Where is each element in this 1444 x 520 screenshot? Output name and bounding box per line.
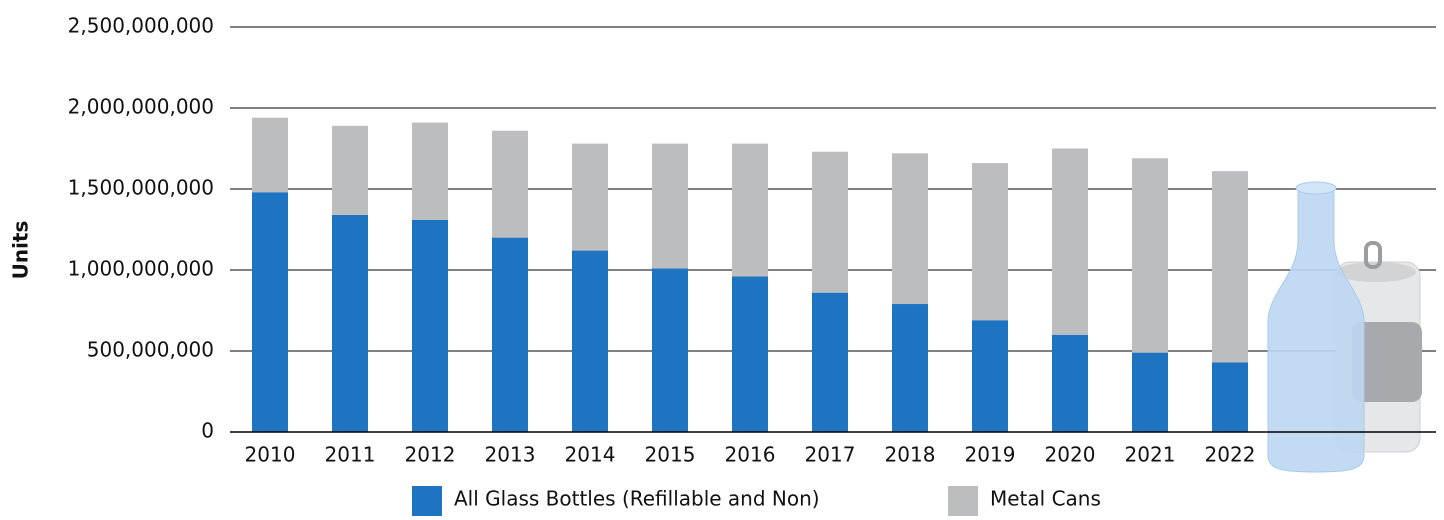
bar-segment xyxy=(332,214,368,432)
bar-segment xyxy=(1212,362,1248,432)
x-tick-label: 2013 xyxy=(485,443,536,467)
bottle-lip xyxy=(1295,181,1337,195)
x-tick-label: 2011 xyxy=(325,443,376,467)
bar-segment xyxy=(412,122,448,220)
y-tick-label: 1,500,000,000 xyxy=(68,176,214,200)
bar-segment xyxy=(892,304,928,432)
bar-segment xyxy=(1212,171,1248,363)
can-tab xyxy=(1364,241,1382,269)
bottle-illustration xyxy=(1267,187,1365,473)
y-tick-label: 500,000,000 xyxy=(87,338,214,362)
bar-segment xyxy=(732,143,768,277)
legend-swatch xyxy=(412,486,442,516)
x-tick-label: 2019 xyxy=(965,443,1016,467)
x-tick-label: 2020 xyxy=(1045,443,1096,467)
y-tick-label: 0 xyxy=(201,419,214,443)
bar-segment xyxy=(652,268,688,432)
x-tick-label: 2015 xyxy=(645,443,696,467)
legend-label: All Glass Bottles (Refillable and Non) xyxy=(454,487,820,511)
bar-segment xyxy=(812,151,848,293)
x-tick-label: 2012 xyxy=(405,443,456,467)
x-tick-label: 2017 xyxy=(805,443,856,467)
legend-label: Metal Cans xyxy=(990,487,1101,511)
bar-segment xyxy=(252,117,288,193)
bar-segment xyxy=(572,250,608,432)
bar-segment xyxy=(1132,352,1168,432)
y-axis-label: Units xyxy=(9,221,33,280)
x-tick-label: 2016 xyxy=(725,443,776,467)
bar-segment xyxy=(412,219,448,432)
bar-segment xyxy=(332,125,368,215)
bar-segment xyxy=(492,130,528,238)
legend-swatch xyxy=(948,486,978,516)
can-label xyxy=(1352,322,1422,402)
x-tick-label: 2018 xyxy=(885,443,936,467)
bar-segment xyxy=(572,143,608,251)
y-tick-label: 2,000,000,000 xyxy=(68,95,214,119)
illustration xyxy=(1267,181,1422,473)
bar-segment xyxy=(972,320,1008,432)
x-tick-label: 2022 xyxy=(1205,443,1256,467)
bar-segment xyxy=(732,276,768,432)
bars xyxy=(230,26,1436,432)
bar-segment xyxy=(1052,334,1088,432)
x-tick-label: 2010 xyxy=(245,443,296,467)
bar-segment xyxy=(1052,148,1088,335)
bar-segment xyxy=(252,192,288,432)
x-tick-label: 2014 xyxy=(565,443,616,467)
y-tick-label: 1,000,000,000 xyxy=(68,257,214,281)
bar-segment xyxy=(972,163,1008,321)
bar-segment xyxy=(1132,158,1168,353)
y-tick-label: 2,500,000,000 xyxy=(68,14,214,38)
bar-segment xyxy=(892,153,928,305)
x-tick-label: 2021 xyxy=(1125,443,1176,467)
bar-segment xyxy=(652,143,688,269)
bar-segment xyxy=(812,292,848,432)
can-top xyxy=(1336,262,1416,282)
bar-segment xyxy=(492,237,528,432)
